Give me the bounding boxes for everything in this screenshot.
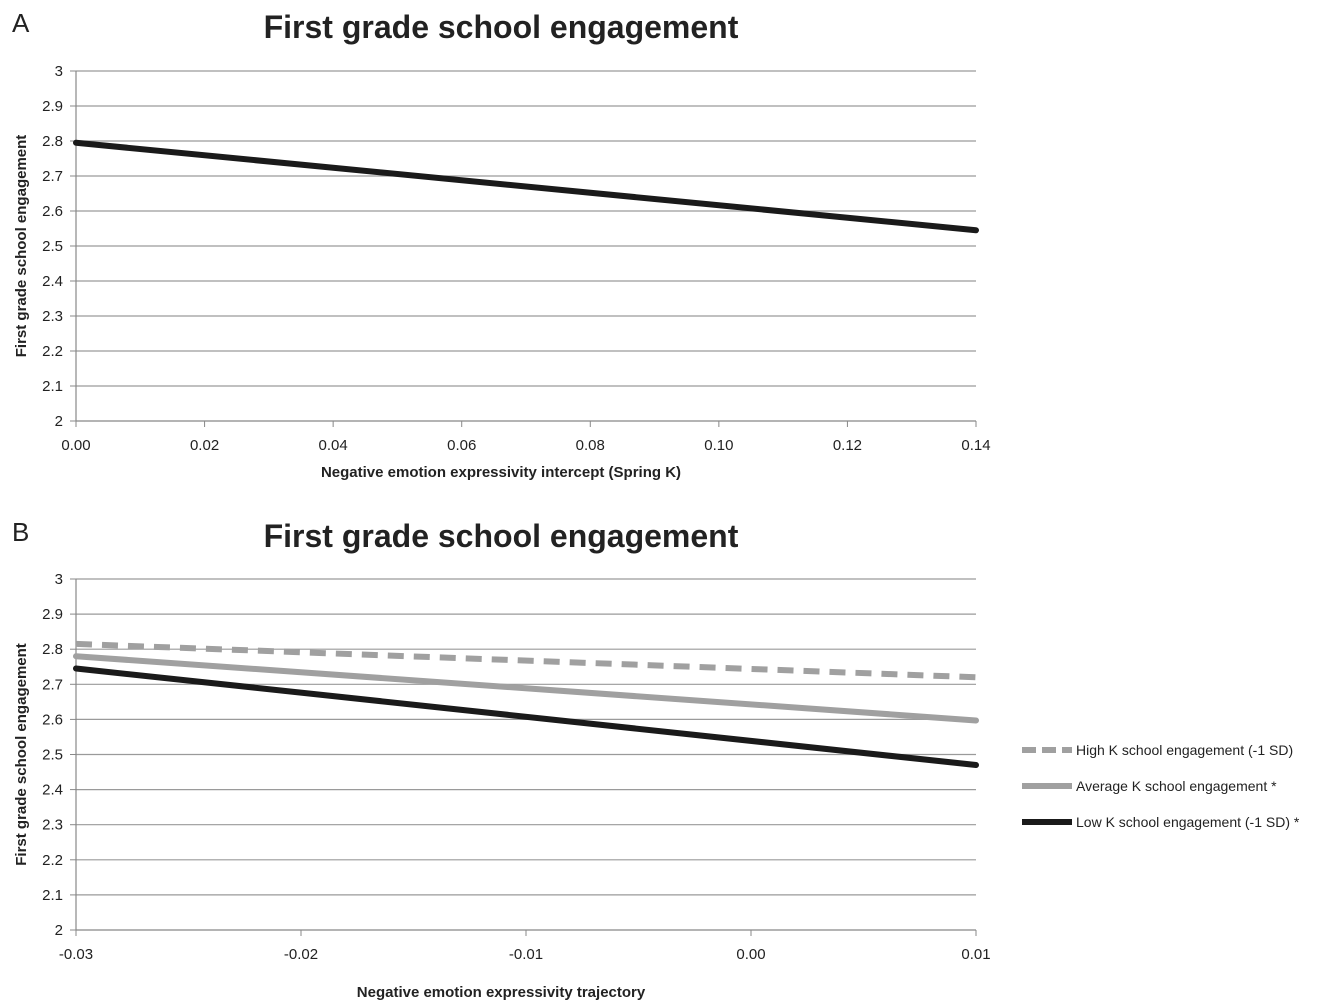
y-tick-label: 2.7 [42, 168, 63, 185]
series-line-1 [73, 139, 979, 234]
x-tick-label: 0.00 [736, 946, 765, 963]
y-tick-label: 2.5 [42, 238, 63, 255]
x-tick-label: 0.01 [961, 946, 990, 963]
y-tick-label: 2.6 [42, 711, 63, 728]
x-tick-label: 0.00 [61, 437, 90, 454]
x-tick-label: 0.12 [833, 437, 862, 454]
y-tick-label: 2.7 [42, 676, 63, 693]
series-line-2 [73, 653, 979, 724]
x-tick-label: 0.04 [319, 437, 348, 454]
legend-label: Low K school engagement (-1 SD) * [1076, 814, 1300, 830]
y-tick-label: 2.2 [42, 852, 63, 869]
chart-panel-a: A First grade school engagement 2 2.1 2.2 2.3… [12, 8, 991, 481]
y-tick-label: 2.6 [42, 203, 63, 220]
chart-panel-b: B First grade school engagement 2 2.1 2.2 2.3… [12, 517, 1300, 1001]
y-tick-label: 2.9 [42, 606, 63, 623]
y-tick-label: 2.9 [42, 98, 63, 115]
x-tick-label: 0.10 [704, 437, 733, 454]
y-tick-label: 3 [55, 571, 63, 588]
y-tick-label: 2.8 [42, 133, 63, 150]
panel-letter: B [12, 517, 29, 547]
y-tick-label: 2 [55, 413, 63, 430]
x-axis-label: Negative emotion expressivity intercept … [321, 464, 681, 481]
x-tick-label: -0.01 [509, 946, 543, 963]
y-tick-label: 2.1 [42, 887, 63, 904]
legend-label: High K school engagement (-1 SD) [1076, 742, 1293, 758]
x-tick-label: 0.06 [447, 437, 476, 454]
series-line-3 [73, 665, 979, 769]
y-tick-label: 2 [55, 922, 63, 939]
y-axis-label: First grade school engagement [13, 135, 30, 358]
series-line-1 [75, 640, 977, 681]
y-tick-label: 3 [55, 63, 63, 80]
y-tick-label: 2.3 [42, 817, 63, 834]
y-tick-label: 2.8 [42, 641, 63, 658]
y-axis-label: First grade school engagement [13, 643, 30, 866]
y-tick-label: 2.4 [42, 782, 63, 799]
chart-title: First grade school engagement [264, 518, 739, 554]
x-tick-label: -0.02 [284, 946, 318, 963]
y-tick-label: 2.2 [42, 343, 63, 360]
x-tick-label: -0.03 [59, 946, 93, 963]
x-tick-label: 0.14 [961, 437, 990, 454]
y-tick-label: 2.5 [42, 747, 63, 764]
x-tick-label: 0.02 [190, 437, 219, 454]
panel-letter: A [12, 8, 30, 38]
x-tick-label: 0.08 [576, 437, 605, 454]
y-tick-label: 2.3 [42, 308, 63, 325]
y-tick-label: 2.4 [42, 273, 63, 290]
x-axis-label: Negative emotion expressivity trajectory [357, 984, 646, 1001]
legend-label: Average K school engagement * [1076, 778, 1277, 794]
y-tick-label: 2.1 [42, 378, 63, 395]
chart-title: First grade school engagement [264, 9, 739, 45]
